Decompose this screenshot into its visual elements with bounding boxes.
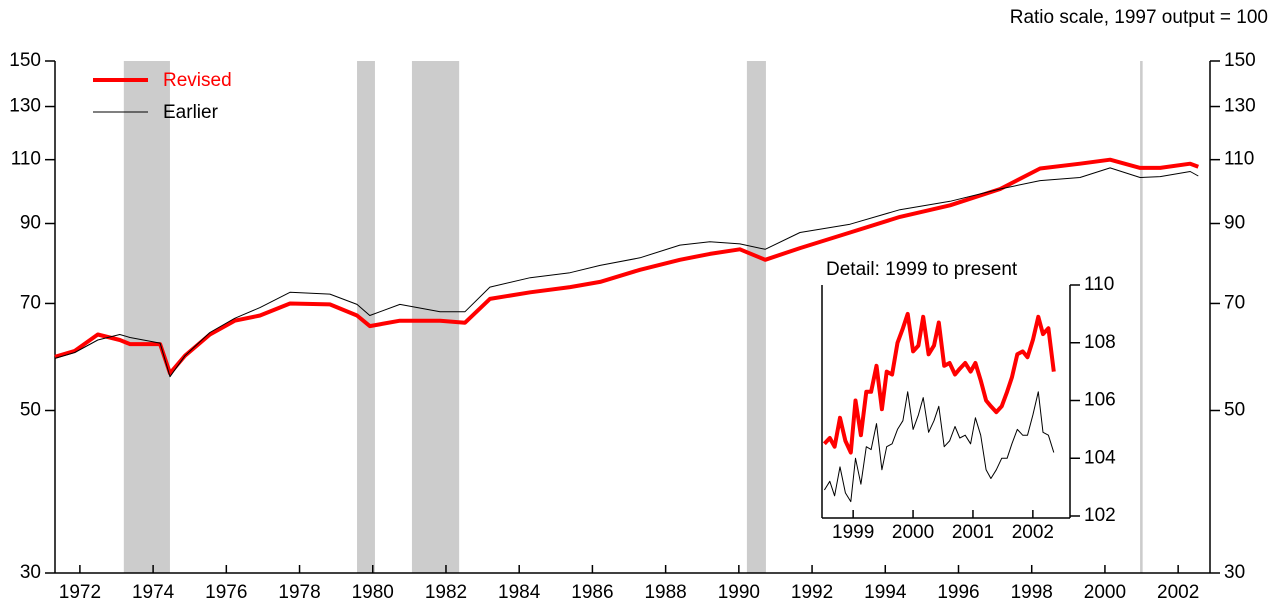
y-tick-label: 70 [1224,292,1245,313]
x-tick-label: 1980 [352,582,394,603]
y-tick-label: 150 [9,50,41,71]
x-tick-label: 1986 [571,582,613,603]
recession-shade [1140,61,1143,573]
y-tick-label: 106 [1084,390,1116,411]
x-tick-label: 1976 [205,582,247,603]
y-tick-label: 90 [1224,213,1245,234]
y-tick-label: 104 [1084,447,1116,468]
y-tick-label: 130 [9,96,41,117]
chart-subtitle: Ratio scale, 1997 output = 100 [1010,7,1268,28]
x-tick-label: 1992 [791,582,833,603]
y-tick-label: 50 [1224,400,1245,421]
y-tick-label: 70 [20,292,41,313]
x-tick-label: 2001 [952,522,994,543]
x-tick-label: 1972 [59,582,101,603]
x-tick-label: 1999 [832,522,874,543]
legend-label: Revised [163,70,232,91]
series-line [822,311,1056,455]
legend-label: Earlier [163,102,219,123]
y-tick-label: 130 [1224,96,1256,117]
series-line [54,167,1199,378]
recession-shade [357,61,375,573]
x-tick-label: 1974 [132,582,175,603]
y-tick-label: 30 [20,562,41,583]
series-line [54,157,1199,376]
y-tick-label: 110 [11,149,41,170]
x-tick-label: 1998 [1011,582,1053,603]
x-tick-label: 2000 [1084,582,1126,603]
x-tick-label: 1984 [498,582,541,603]
x-tick-label: 1982 [425,582,467,603]
x-tick-label: 2002 [1157,582,1199,603]
x-tick-label: 1990 [718,582,760,603]
y-tick-label: 102 [1084,505,1116,526]
y-tick-label: 110 [1224,149,1254,170]
y-tick-label: 150 [1224,50,1256,71]
x-tick-label: 1988 [644,582,686,603]
series-line [823,391,1055,503]
y-tick-label: 108 [1084,332,1116,353]
x-tick-label: 1994 [864,582,907,603]
plot: 102 104 106 108 110 1999 2000 2001 2002 Detail: 1… [818,255,1116,546]
x-tick-label: 1978 [278,582,320,603]
y-tick-label: 90 [20,213,41,234]
y-tick-label: 30 [1224,562,1245,583]
recession-shade [123,61,170,573]
recession-shade [411,61,460,573]
x-tick-label: 2002 [1012,522,1054,543]
y-tick-label: 50 [20,400,41,421]
plot: 30 50 70 90 110 130 150 30 50 70 90 110 130 150 1972 19… [9,50,1255,603]
x-tick-label: 2000 [892,522,934,543]
recession-shade [746,61,766,573]
x-tick-label: 1996 [937,582,979,603]
inset-title: Detail: 1999 to present [826,259,1018,280]
inset-background [818,255,1111,546]
y-tick-label: 110 [1084,274,1114,295]
